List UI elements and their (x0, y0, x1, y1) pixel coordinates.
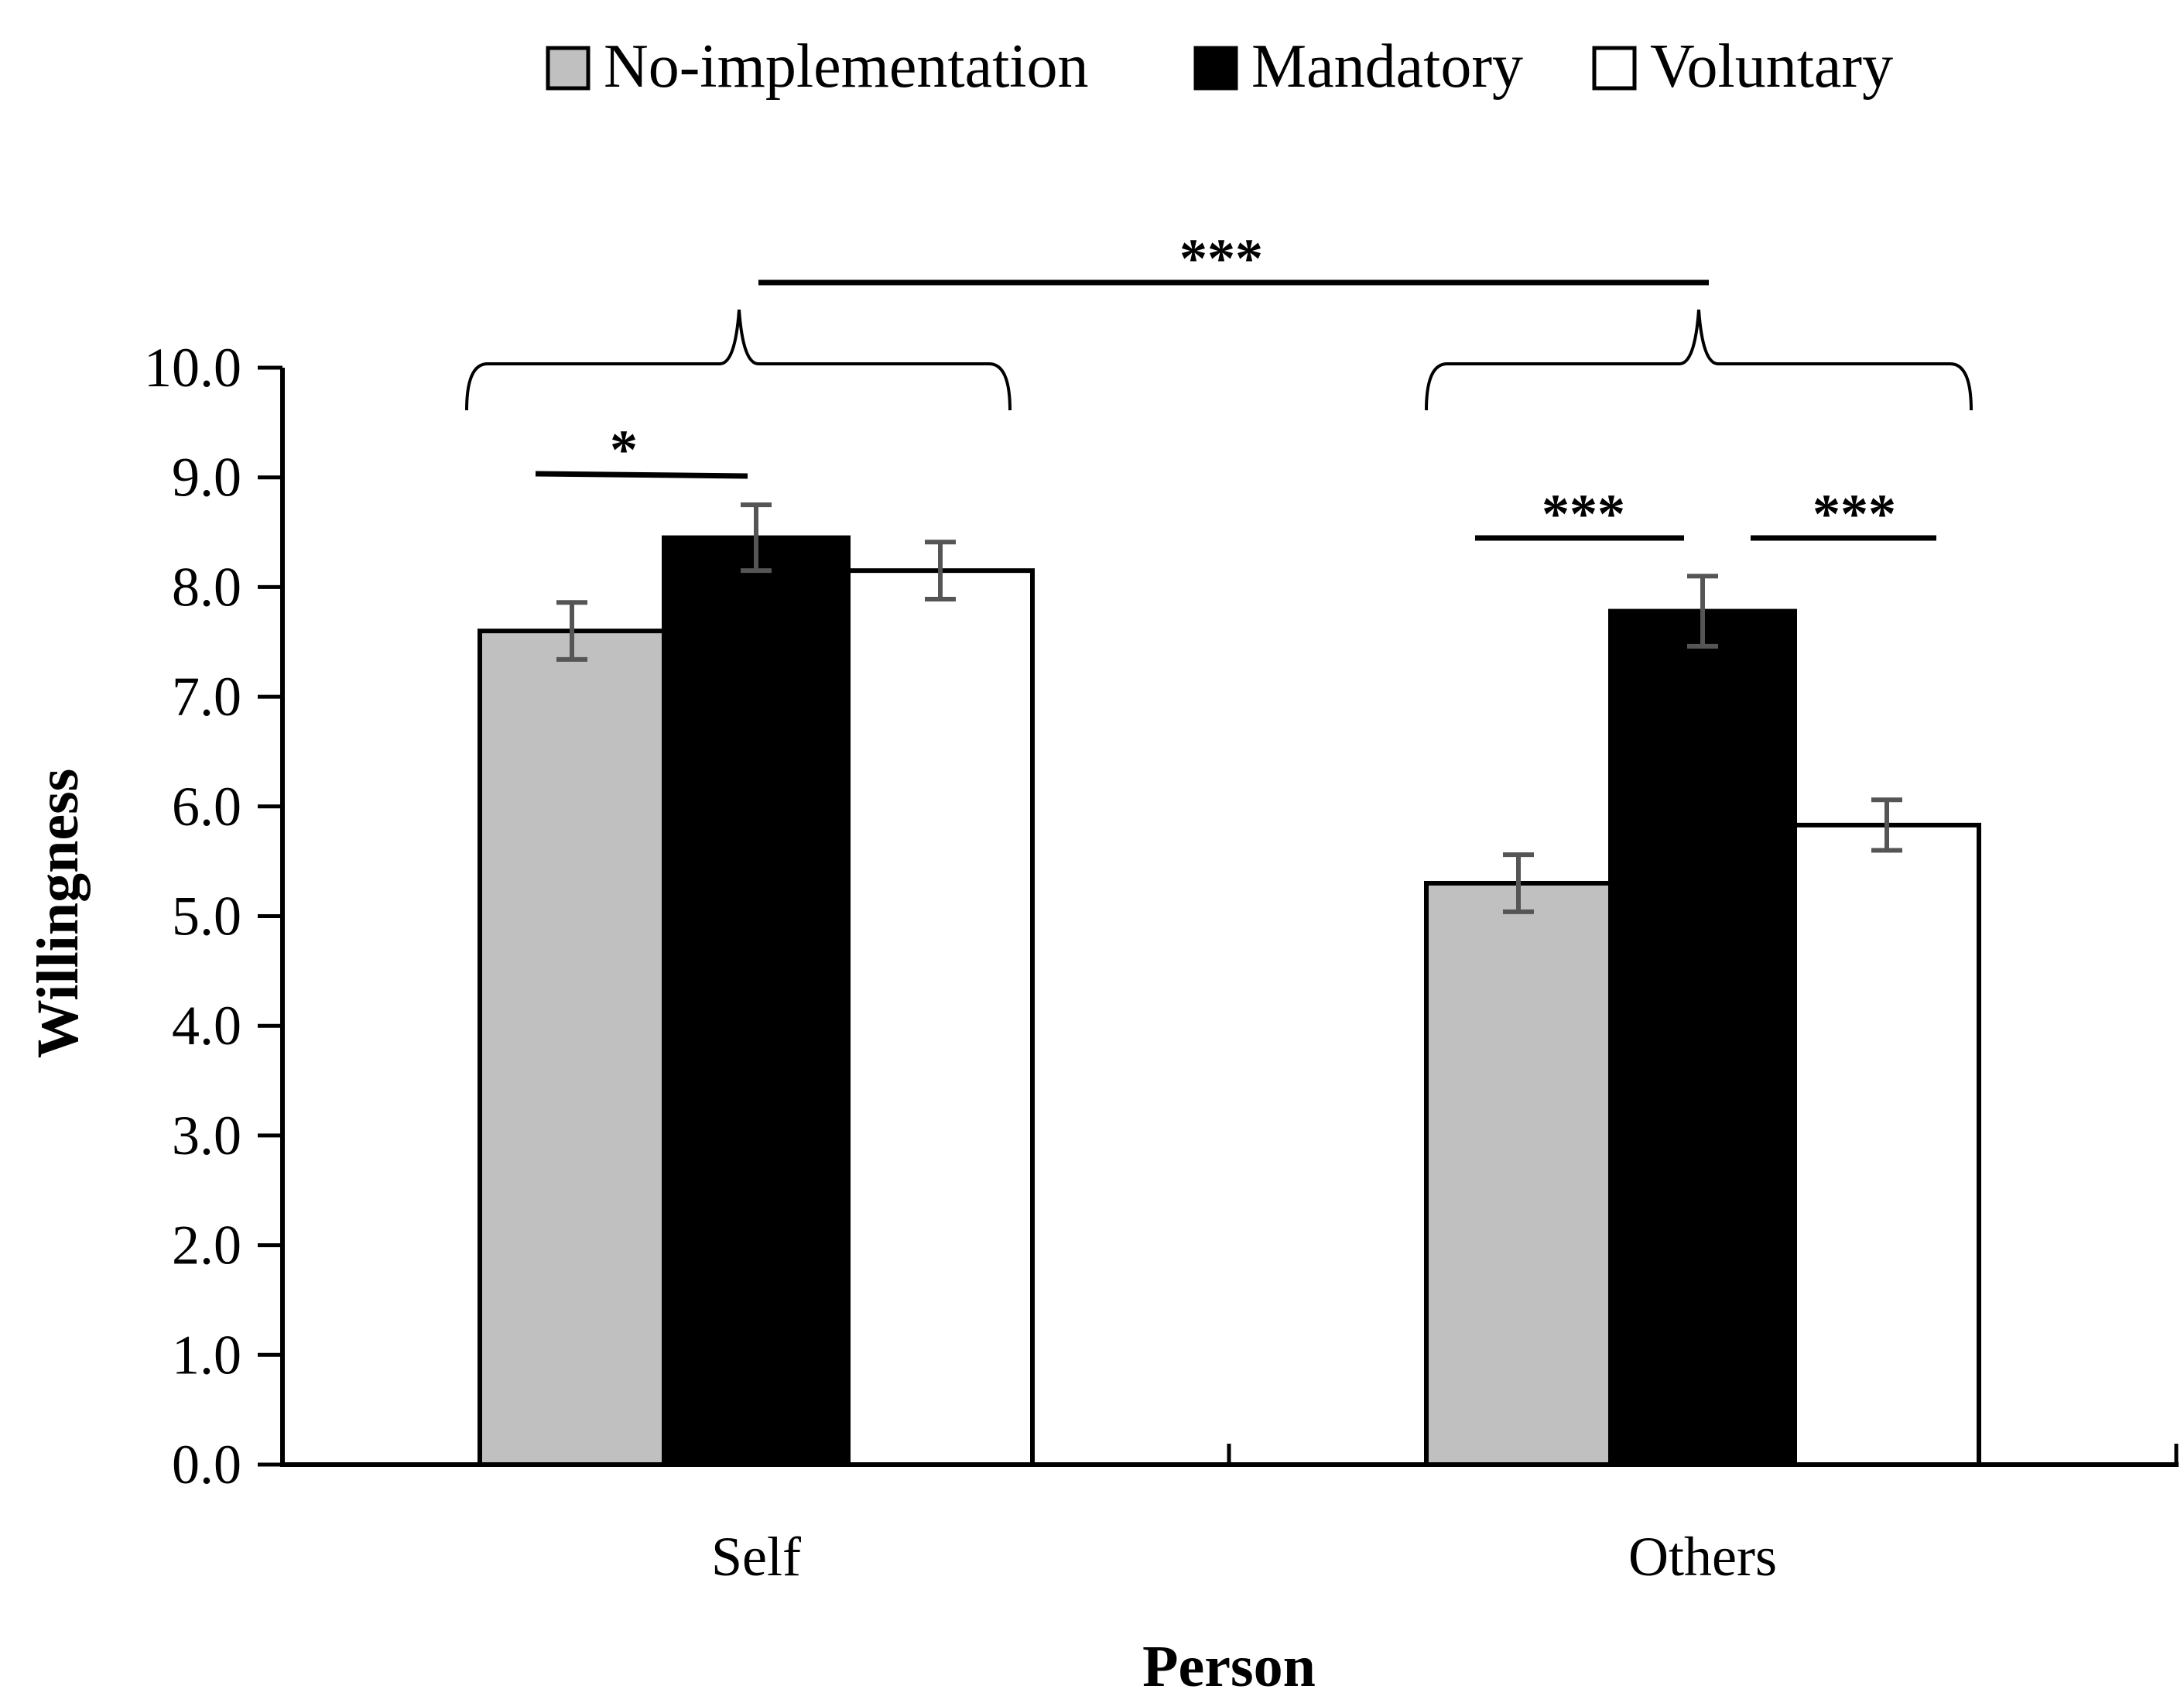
error-bar-others-no-implementation (1503, 852, 1534, 914)
x-axis-title: Person (1142, 1634, 1316, 1699)
error-bars (556, 502, 1902, 914)
bar-self-voluntary (846, 568, 1035, 1467)
bar-self-no-implementation (478, 629, 666, 1468)
others-comparison-label-1: *** (1542, 483, 1625, 545)
bar-others-no-implementation (1424, 880, 1613, 1467)
bars (478, 535, 1981, 1468)
self-comparison-label: * (610, 419, 638, 481)
y-tick-label: 9.0 (172, 447, 241, 509)
significance-annotations: *** * *** *** (465, 228, 1973, 545)
y-tick-label: 2.0 (172, 1215, 241, 1276)
self-comparison-line (535, 471, 748, 479)
error-bar-others-mandatory (1687, 574, 1718, 649)
legend: No-implementation Mandatory Voluntary (546, 33, 1893, 101)
bar-self-mandatory (662, 535, 851, 1467)
y-tick-label: 10.0 (144, 337, 241, 399)
y-tick-label: 3.0 (172, 1105, 241, 1167)
error-bar-self-no-implementation (556, 600, 587, 662)
legend-swatch-mandatory (1193, 46, 1238, 91)
others-comparison-label-2: *** (1813, 483, 1896, 545)
y-tick-label: 4.0 (172, 995, 241, 1057)
legend-label-voluntary: Voluntary (1650, 33, 1893, 101)
y-tick-label: 0.0 (172, 1434, 241, 1496)
y-tick-label: 1.0 (172, 1324, 241, 1386)
y-axis: 0.0 1.0 2.0 3.0 4.0 5.0 6.0 7.0 8.0 9.0 10.0 (144, 337, 282, 1496)
category-label-self: Self (711, 1526, 801, 1588)
error-bar-self-voluntary (925, 540, 956, 601)
y-tick-label: 5.0 (172, 886, 241, 947)
y-tick-label: 6.0 (172, 776, 241, 838)
y-axis-title: Willingness (26, 769, 91, 1059)
legend-swatch-no-implementation (546, 46, 591, 91)
legend-swatch-voluntary (1592, 46, 1637, 91)
legend-label-no-implementation: No-implementation (604, 33, 1089, 101)
error-bar-others-voluntary (1871, 797, 1902, 853)
group-comparison-label: *** (1179, 228, 1263, 290)
legend-label-mandatory: Mandatory (1251, 33, 1523, 101)
bar-others-mandatory (1608, 608, 1797, 1467)
y-tick-label: 7.0 (172, 666, 241, 728)
error-bar-self-mandatory (741, 502, 772, 574)
y-tick-label: 8.0 (172, 556, 241, 618)
brace-others (1425, 309, 1973, 411)
brace-self (465, 309, 1012, 411)
bar-others-voluntary (1792, 822, 1981, 1468)
category-label-others: Others (1628, 1526, 1777, 1588)
